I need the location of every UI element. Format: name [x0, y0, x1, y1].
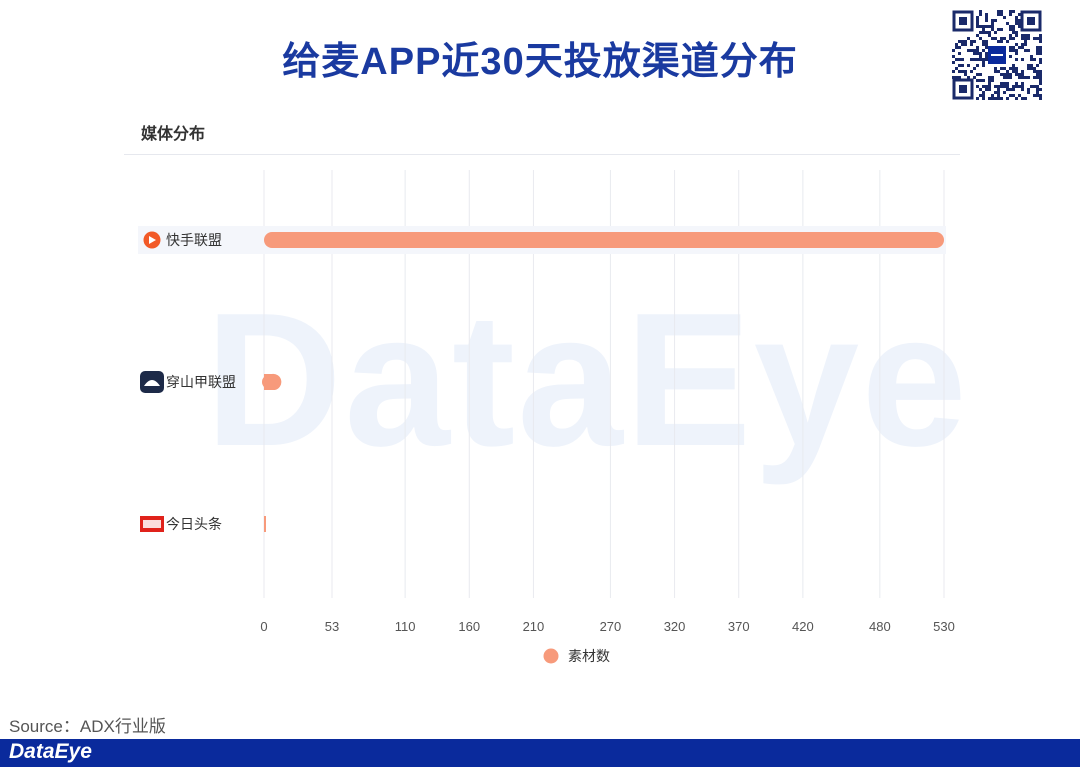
- footer-logo: DataEye: [9, 740, 92, 763]
- bar-cap: [262, 375, 276, 389]
- bar: [264, 516, 266, 532]
- x-tick-label: 53: [325, 619, 339, 634]
- bar: [264, 232, 944, 248]
- x-tick-label: 0: [260, 619, 267, 634]
- x-tick-label: 530: [933, 619, 955, 634]
- x-tick-label: 270: [600, 619, 622, 634]
- x-tick-label: 480: [869, 619, 891, 634]
- x-tick-label: 420: [792, 619, 814, 634]
- kuaishou-icon: [143, 231, 161, 249]
- category-label: 快手联盟: [143, 231, 222, 249]
- x-tick-label: 320: [664, 619, 686, 634]
- x-tick-label: 210: [523, 619, 545, 634]
- category-text: 今日头条: [166, 516, 222, 532]
- pangle-icon: [140, 371, 164, 393]
- toutiao-icon: [140, 516, 164, 532]
- section-divider: [124, 154, 960, 155]
- page-title: 给麦APP近30天投放渠道分布: [282, 41, 798, 83]
- category-label: 今日头条: [140, 516, 222, 532]
- x-tick-label: 110: [395, 619, 416, 634]
- category-text: 快手联盟: [166, 232, 222, 248]
- x-tick-label: 370: [728, 619, 750, 634]
- legend-swatch: [543, 648, 559, 664]
- footer-bar: DataEye: [0, 739, 1080, 767]
- category-text: 穿山甲联盟: [166, 374, 236, 390]
- source-text: Source：ADX行业版: [9, 717, 166, 736]
- qr-code-icon: [952, 10, 1042, 100]
- x-tick-label: 160: [458, 619, 480, 634]
- legend-item[interactable]: 素材数: [543, 648, 611, 664]
- section-label: 媒体分布: [141, 126, 206, 143]
- category-label: 穿山甲联盟: [140, 371, 236, 393]
- legend-label: 素材数: [568, 648, 610, 664]
